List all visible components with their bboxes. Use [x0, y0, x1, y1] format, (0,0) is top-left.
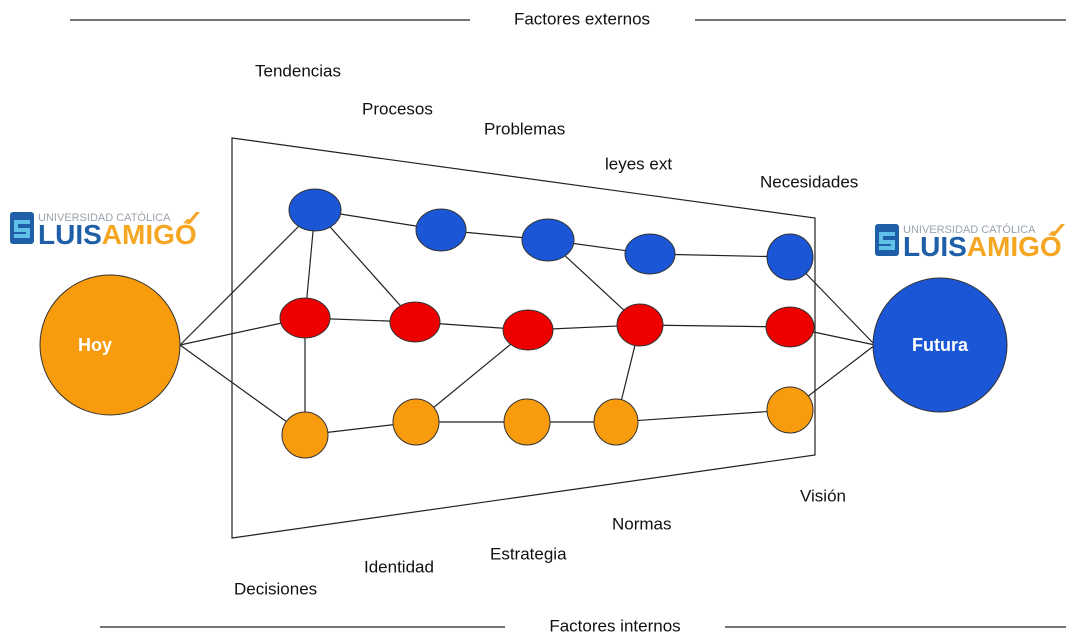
logo-university: UNIVERSIDAD CATÓLICA [903, 223, 1036, 236]
logo-name-a: LUIS [38, 219, 102, 250]
logo-name-a: LUIS [903, 231, 967, 262]
logo: UNIVERSIDAD CATÓLICA LUISAMIGÓ [875, 223, 1065, 262]
end-node [872, 277, 1008, 413]
start-node [39, 274, 181, 416]
start-label: Hoy [78, 335, 112, 355]
external-factor: Problemas [484, 119, 565, 138]
internal-factor: Decisiones [234, 579, 317, 598]
external-factor: Tendencias [255, 61, 341, 80]
external-factor: leyes ext [605, 154, 672, 173]
internal-factor: Normas [612, 514, 672, 533]
footer-title: Factores internos [549, 616, 680, 635]
internal-factor: Identidad [364, 557, 434, 576]
external-factor: Procesos [362, 99, 433, 118]
external-factor: Necesidades [760, 172, 858, 191]
logo-name: LUISAMIGÓ [903, 231, 1062, 262]
internal-factor: Visión [800, 486, 846, 505]
funnel [231, 137, 816, 539]
nodes [279, 188, 815, 459]
logo: UNIVERSIDAD CATÓLICA LUISAMIGÓ [10, 211, 200, 250]
logo-university: UNIVERSIDAD CATÓLICA [38, 211, 171, 224]
end-label: Futura [912, 335, 969, 355]
logo-name-b: AMIGÓ [102, 219, 197, 250]
logo-name-b: AMIGÓ [967, 231, 1062, 262]
logo-name: LUISAMIGÓ [38, 219, 197, 250]
internal-factor: Estrategia [490, 544, 567, 563]
header-title: Factores externos [514, 9, 650, 28]
